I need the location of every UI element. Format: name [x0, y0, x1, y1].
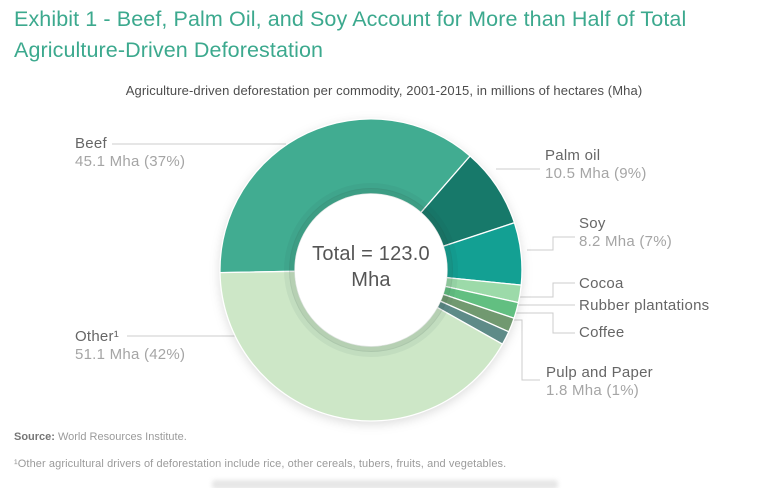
- leader-line-coffee: [516, 312, 575, 334]
- slice-label-pulp: Pulp and Paper 1.8 Mha (1%): [546, 364, 653, 400]
- slice-name: Cocoa: [579, 275, 624, 292]
- slice-label-beef: Beef 45.1 Mha (37%): [75, 135, 185, 171]
- source-text: World Resources Institute.: [57, 431, 187, 443]
- leader-line-pulp: [511, 319, 540, 381]
- slice-label-palm-oil: Palm oil 10.5 Mha (9%): [545, 147, 647, 183]
- donut-ring: [219, 118, 523, 422]
- slice-value: 8.2 Mha (7%): [579, 233, 673, 250]
- total-unit: Mha: [351, 269, 391, 291]
- total-value: Total = 123.0: [312, 243, 430, 265]
- slice-name: Palm oil: [545, 147, 601, 164]
- chart-subtitle: Agriculture-driven deforestation per com…: [125, 83, 643, 98]
- slice-value: 10.5 Mha (9%): [545, 165, 647, 182]
- source-line: Source: World Resources Institute.: [14, 431, 187, 443]
- slice-label-coffee: Coffee: [579, 324, 624, 342]
- slice-name: Soy: [579, 215, 606, 232]
- slice-label-rubber: Rubber plantations: [579, 297, 709, 315]
- bottom-blur-artifact: [212, 480, 558, 488]
- slice-name: Coffee: [579, 324, 625, 341]
- source-label: Source:: [14, 431, 55, 443]
- slice-name: Other¹: [75, 328, 120, 345]
- leader-line-soy: [527, 236, 575, 251]
- slice-name: Rubber plantations: [579, 297, 710, 314]
- slice-value: 51.1 Mha (42%): [75, 346, 186, 363]
- slice-name: Beef: [75, 135, 107, 152]
- footnote: ¹Other agricultural drivers of deforesta…: [14, 458, 507, 470]
- donut-center-label: Total = 123.0 Mha: [281, 241, 461, 293]
- slice-label-soy: Soy 8.2 Mha (7%): [579, 215, 672, 251]
- slice-other: [219, 270, 504, 422]
- slice-value: 45.1 Mha (37%): [75, 153, 186, 170]
- exhibit-title: Exhibit 1 - Beef, Palm Oil, and Soy Acco…: [14, 7, 687, 62]
- slice-beef: [219, 118, 471, 274]
- slice-label-cocoa: Cocoa: [579, 275, 624, 293]
- leader-line-cocoa: [519, 282, 575, 298]
- slice-value: 1.8 Mha (1%): [546, 382, 640, 399]
- inner-shadow: [289, 188, 453, 352]
- slice-name: Pulp and Paper: [546, 364, 653, 381]
- donut-hole: [295, 194, 447, 346]
- slice-label-other: Other¹ 51.1 Mha (42%): [75, 328, 185, 364]
- inner-shadow-outer: [284, 183, 458, 357]
